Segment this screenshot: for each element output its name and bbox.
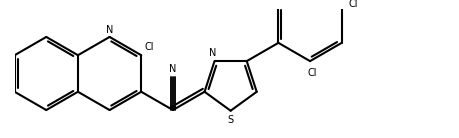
Text: Cl: Cl — [144, 43, 153, 52]
Text: Cl: Cl — [347, 0, 357, 9]
Text: N: N — [208, 48, 216, 58]
Text: Cl: Cl — [307, 68, 316, 78]
Text: S: S — [227, 115, 233, 125]
Text: N: N — [169, 64, 176, 74]
Text: N: N — [106, 25, 113, 35]
